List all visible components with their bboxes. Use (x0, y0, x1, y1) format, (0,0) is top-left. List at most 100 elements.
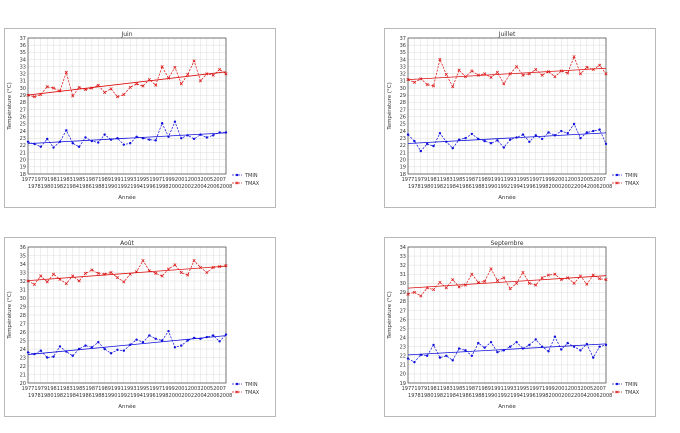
data-point-tmin (173, 120, 177, 123)
y-tick-label: 34 (20, 262, 26, 268)
data-point-tmin (65, 129, 68, 132)
data-point-tmax (83, 87, 88, 92)
data-point-tmin (52, 146, 55, 149)
trend-line-tmax (407, 67, 607, 80)
panel-frame (4, 28, 276, 208)
x-tick-label: 1998 (536, 184, 549, 190)
data-point-tmin (45, 356, 49, 359)
y-tick-label: 33 (400, 254, 406, 260)
trend-line-tmin (27, 335, 227, 355)
x-tick-label: 1988 (472, 393, 485, 399)
data-point-tmax (495, 70, 499, 74)
data-point-tmax (154, 271, 158, 275)
data-point-tmax (83, 271, 88, 275)
y-tick-label: 31 (20, 79, 26, 85)
x-tick-label: 1997 (529, 177, 542, 183)
x-tick-label: 1978 (28, 393, 41, 399)
data-point-mark (534, 283, 538, 287)
x-tick-label: 2000 (169, 184, 182, 190)
data-point-tmax (160, 274, 164, 278)
x-tick-label: 1992 (497, 184, 510, 190)
x-tick-label: 1989 (478, 386, 491, 392)
trend-line-tmin (407, 132, 607, 144)
data-point-tmin (528, 140, 531, 143)
data-point-tmin (224, 333, 228, 336)
data-point-mark (109, 270, 113, 275)
data-point-tmin (199, 133, 202, 136)
y-tick-label: 26 (400, 115, 406, 121)
data-point-tmax (26, 93, 30, 97)
x-tick-label: 2007 (593, 386, 606, 392)
data-point-tmax (572, 281, 576, 285)
x-tick-label: 1991 (491, 177, 504, 183)
data-point-tmax (224, 264, 228, 268)
y-tick-label: 25 (400, 122, 406, 128)
data-point-tmax (115, 276, 119, 280)
x-tick-label: 2008 (600, 393, 613, 399)
x-tick-label: 1986 (79, 184, 92, 190)
data-point-tmax (141, 259, 145, 263)
y-tick-label: 34 (400, 245, 406, 251)
y-tick-label: 30 (20, 296, 26, 302)
data-point-mark (534, 67, 538, 72)
data-point-tmax (115, 95, 119, 99)
data-point-mark (585, 282, 589, 286)
x-tick-label: 1980 (41, 184, 54, 190)
y-tick-label: 37 (400, 36, 406, 42)
data-point-tmax (508, 287, 512, 291)
x-tick-label: 1996 (143, 393, 156, 399)
x-tick-label: 2000 (549, 393, 562, 399)
data-point-tmax (128, 85, 132, 89)
x-tick-label: 1979 (34, 177, 47, 183)
data-point-tmin (445, 140, 448, 143)
x-tick-label: 1983 (60, 177, 73, 183)
data-point-tmin (451, 147, 454, 150)
data-point-tmin (116, 348, 119, 352)
data-point-tmax (103, 90, 107, 94)
data-point-mark (521, 270, 525, 274)
x-tick-label: 1982 (434, 393, 447, 399)
y-tick-label: 28 (400, 299, 406, 305)
x-tick-label: 1987 (466, 177, 479, 183)
x-tick-label: 1981 (47, 386, 60, 392)
legend-label-tmin: TMIN (624, 382, 638, 388)
data-point-tmax (186, 273, 190, 277)
data-point-tmax (483, 279, 487, 284)
data-point-mark (432, 84, 436, 88)
data-point-tmax (476, 73, 480, 77)
data-point-tmin (470, 132, 474, 136)
data-point-tmin (154, 337, 157, 340)
data-point-tmin (425, 142, 429, 146)
data-point-tmax (77, 85, 81, 89)
data-point-mark (419, 294, 423, 298)
data-point-tmax (71, 94, 75, 98)
x-tick-label: 1985 (453, 177, 466, 183)
data-point-mark (508, 287, 512, 291)
data-point-tmin (413, 139, 416, 143)
data-point-tmax (412, 290, 416, 294)
data-point-tmin (470, 354, 474, 357)
x-tick-label: 2004 (574, 184, 587, 190)
data-point-tmax (218, 67, 222, 72)
data-point-tmin (515, 341, 518, 344)
data-point-tmin (128, 343, 132, 346)
data-point-tmin (483, 139, 486, 143)
x-tick-label: 1988 (472, 184, 485, 190)
data-point-tmax (502, 276, 506, 280)
y-tick-label: 32 (400, 263, 406, 269)
data-point-mark (160, 65, 164, 69)
data-point-mark (451, 278, 455, 282)
data-point-mark (109, 87, 113, 91)
data-point-tmin (592, 356, 595, 359)
data-point-tmax (218, 265, 222, 269)
data-point-tmax (45, 85, 49, 89)
y-tick-label: 36 (20, 43, 26, 49)
data-point-mark (154, 271, 158, 275)
data-point-mark (64, 70, 68, 74)
y-tick-label: 18 (400, 172, 406, 178)
data-point-tmin (148, 138, 151, 141)
chart-title: Juillet (498, 31, 516, 38)
data-point-tmax (489, 75, 493, 79)
data-point-tmax (186, 72, 190, 77)
data-point-tmax (457, 285, 461, 289)
